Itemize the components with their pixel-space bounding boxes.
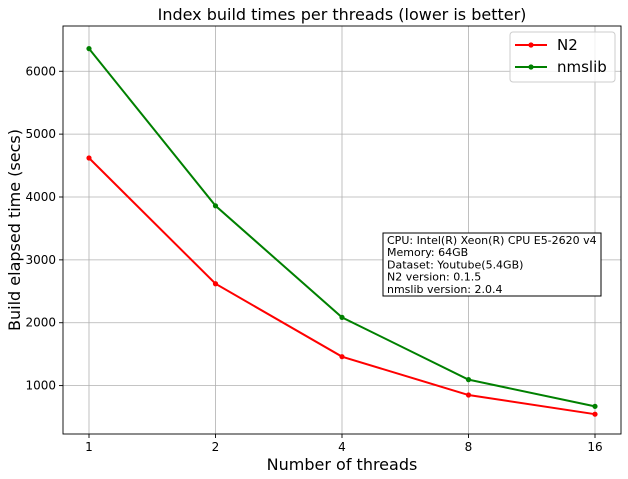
data-point xyxy=(86,155,92,161)
legend-entry: nmslib xyxy=(515,58,607,76)
legend-swatch-marker xyxy=(528,42,534,48)
grid xyxy=(63,26,621,434)
series-nmslib xyxy=(86,46,598,409)
info-box: CPU: Intel(R) Xeon(R) CPU E5-2620 v4Memo… xyxy=(382,232,602,297)
chart-title: Index build times per threads (lower is … xyxy=(158,5,527,24)
legend-label: nmslib xyxy=(557,58,607,76)
legend-swatch-marker xyxy=(528,64,534,70)
legend: N2 nmslib xyxy=(509,31,616,83)
legend-entry: N2 xyxy=(515,36,578,54)
series-group xyxy=(86,46,598,417)
y-tick-label: 2000 xyxy=(25,316,56,330)
info-line: Dataset: Youtube(5.4GB) xyxy=(387,258,523,271)
data-point xyxy=(339,314,345,320)
x-axis-label: Number of threads xyxy=(267,455,418,474)
data-point xyxy=(212,281,219,287)
x-tick-label: 4 xyxy=(338,440,346,454)
info-line: CPU: Intel(R) Xeon(R) CPU E5-2620 v4 xyxy=(387,234,597,247)
data-point xyxy=(339,354,345,360)
legend-label: N2 xyxy=(557,36,578,54)
y-tick-label: 1000 xyxy=(25,379,56,393)
info-box-frame xyxy=(382,232,602,297)
y-tick-label: 5000 xyxy=(25,127,56,141)
series-n2 xyxy=(86,155,598,417)
ticks: 1 2 4 8 16 1000 2000 3000 4000 5000 6000 xyxy=(25,64,602,454)
info-line: nmslib version: 2.0.4 xyxy=(387,283,503,296)
x-tick-label: 2 xyxy=(212,440,220,454)
y-tick-label: 6000 xyxy=(25,64,56,78)
data-point xyxy=(465,377,472,383)
data-point xyxy=(212,203,219,209)
y-axis-label: Build elapsed time (secs) xyxy=(5,129,24,331)
info-line: N2 version: 0.1.5 xyxy=(387,271,481,284)
y-tick-label: 4000 xyxy=(25,190,56,204)
data-point xyxy=(592,403,598,409)
x-tick-label: 1 xyxy=(85,440,93,454)
data-point xyxy=(86,46,92,52)
data-point xyxy=(465,392,472,398)
data-point xyxy=(592,411,598,417)
x-tick-label: 16 xyxy=(587,440,602,454)
y-tick-label: 3000 xyxy=(25,253,56,267)
x-tick-label: 8 xyxy=(465,440,473,454)
info-line: Memory: 64GB xyxy=(387,246,468,259)
